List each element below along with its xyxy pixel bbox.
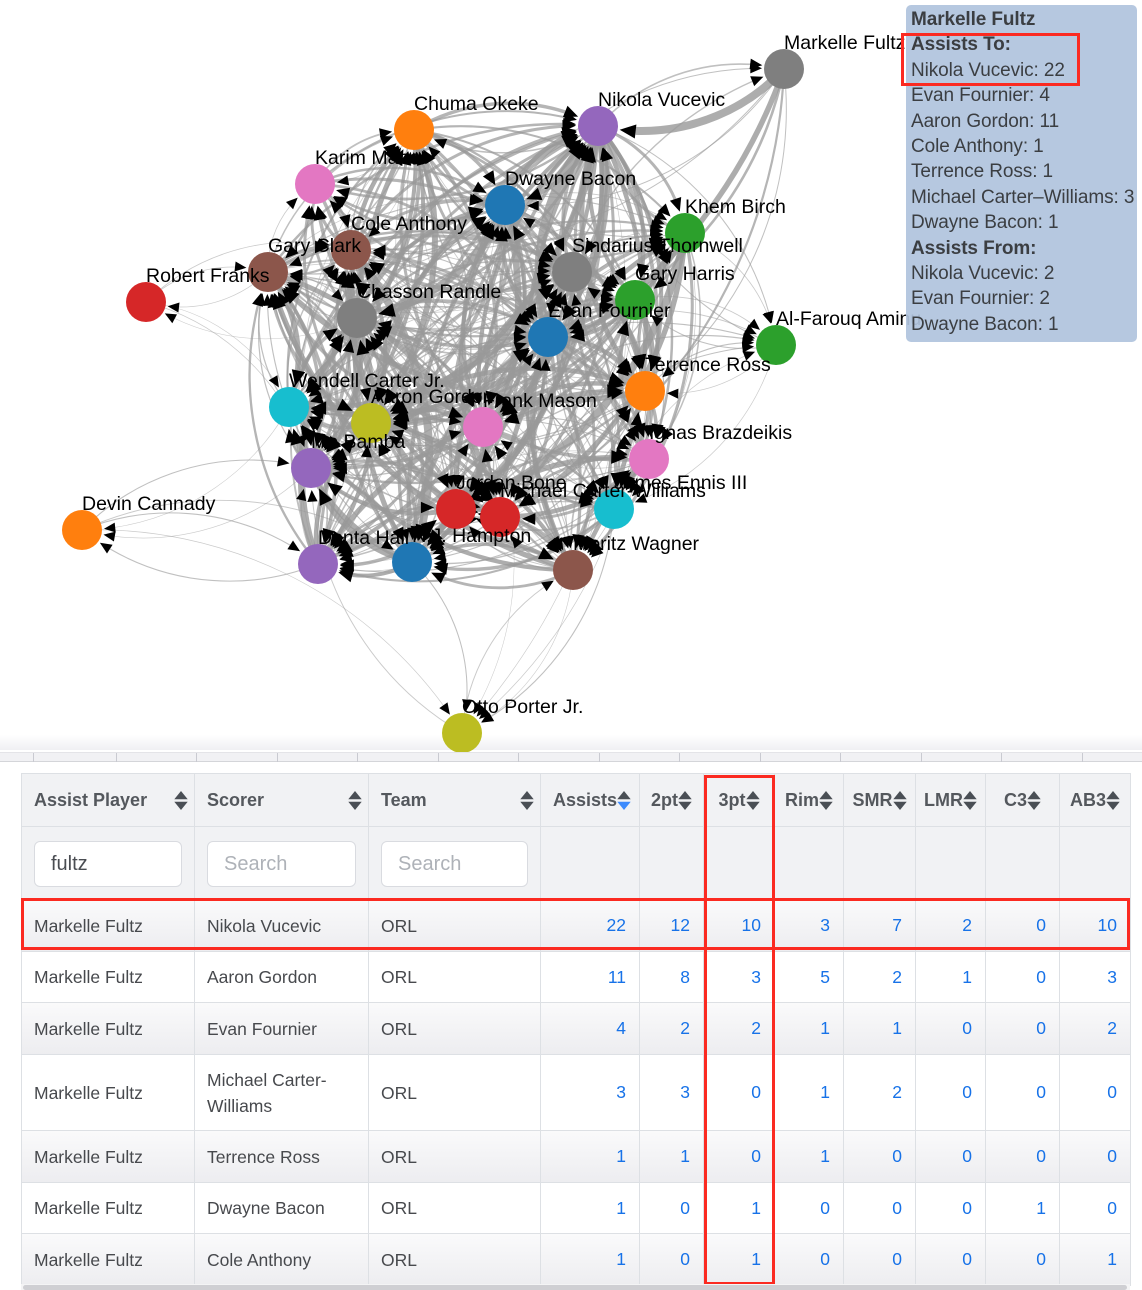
svg-text:Devin Cannady: Devin Cannady (82, 493, 216, 515)
svg-text:Gary Clark: Gary Clark (268, 235, 361, 257)
svg-text:Otto Porter Jr.: Otto Porter Jr. (462, 696, 583, 718)
svg-text:Gary Harris: Gary Harris (635, 263, 735, 285)
svg-text:Terrence Ross: Terrence Ross (645, 354, 771, 376)
svg-text:Aaron Gordon: Aaron Gordon (371, 386, 494, 408)
svg-text:Ignas Brazdeikis: Ignas Brazdeikis (649, 422, 792, 444)
svg-text:Sindarius Thornwell: Sindarius Thornwell (572, 235, 743, 257)
svg-text:Mo Bamba: Mo Bamba (311, 431, 405, 453)
svg-text:Karim Mane: Karim Mane (315, 147, 420, 169)
svg-text:Moritz Wagner: Moritz Wagner (573, 533, 700, 555)
svg-text:Markelle Fultz: Markelle Fultz (784, 32, 905, 54)
svg-text:Michael Carter-Williams: Michael Carter-Williams (500, 480, 706, 502)
svg-text:R.J. Hampton: R.J. Hampton (412, 525, 531, 547)
svg-text:Chuma Okeke: Chuma Okeke (414, 93, 539, 115)
svg-text:Dwayne Bacon: Dwayne Bacon (505, 168, 636, 190)
svg-text:Robert Franks: Robert Franks (146, 265, 270, 287)
svg-text:Chasson Randle: Chasson Randle (357, 281, 501, 303)
svg-text:Nikola Vucevic: Nikola Vucevic (598, 89, 725, 111)
svg-text:Jordan Bone: Jordan Bone (456, 472, 567, 494)
svg-text:Al-Farouq Aminu: Al-Farouq Aminu (776, 308, 921, 330)
svg-text:Wendell Carter Jr.: Wendell Carter Jr. (289, 370, 445, 392)
svg-text:Cole Anthony: Cole Anthony (351, 213, 467, 235)
svg-text:Donta Hall: Donta Hall (318, 527, 409, 549)
svg-text:Evan Fournier: Evan Fournier (548, 300, 671, 322)
svg-text:Khem Birch: Khem Birch (685, 196, 786, 218)
svg-text:James Ennis III: James Ennis III (614, 472, 747, 494)
svg-text:Frank Mason: Frank Mason (483, 390, 597, 412)
